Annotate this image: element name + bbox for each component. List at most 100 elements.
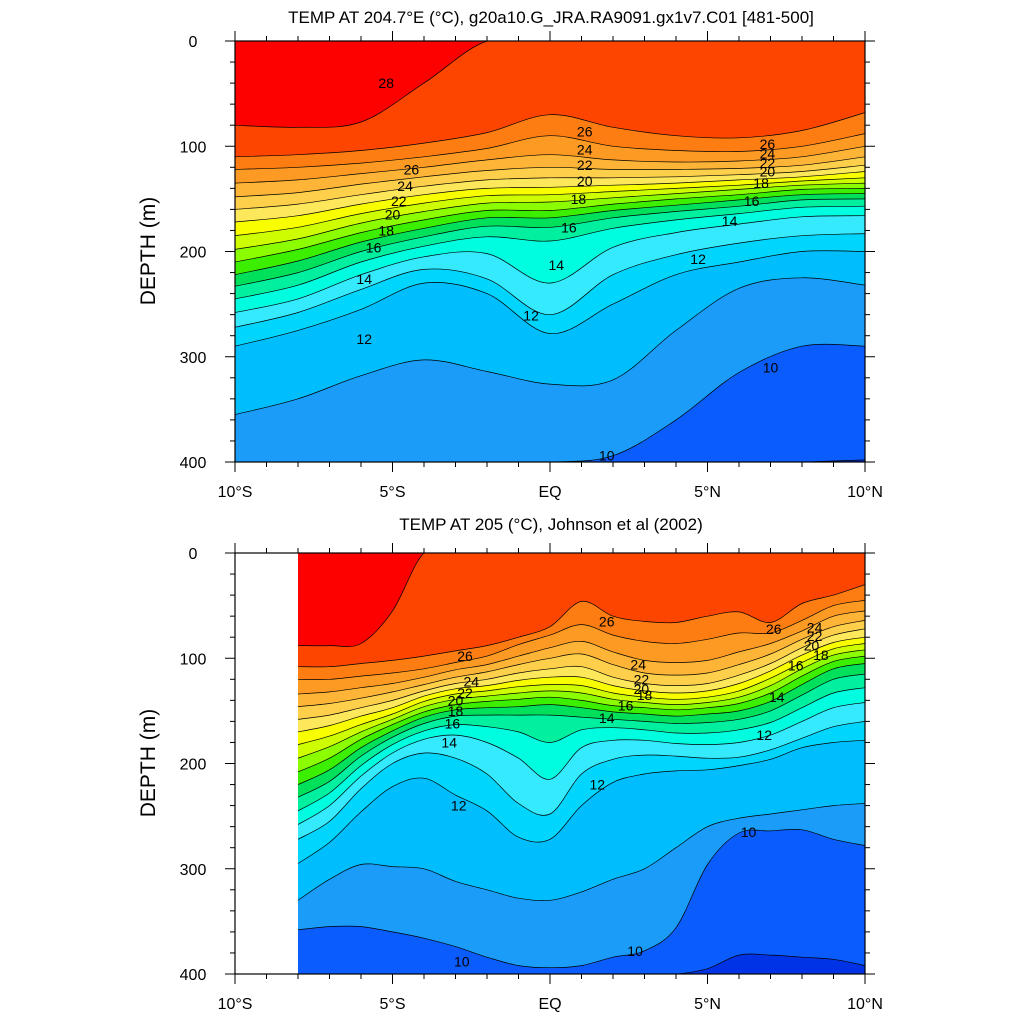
contour-label: 16	[366, 239, 382, 255]
x-tick-label: 10°S	[218, 484, 253, 501]
x-tick-label: EQ	[538, 996, 561, 1013]
isotherm-line	[235, 188, 865, 263]
contour-label: 28	[378, 75, 394, 91]
x-tick-label: EQ	[538, 484, 561, 501]
contour-label: 10	[599, 448, 615, 464]
isotherm-line	[235, 233, 865, 328]
x-tick-label: 5°S	[380, 996, 406, 1013]
contour-label: 26	[404, 161, 420, 177]
axes: 10°S 5°S EQ 5°N 10°N 0 100 200 300 400	[180, 543, 883, 1013]
x-tick-label: 10°S	[218, 996, 253, 1013]
contour-label: 24	[577, 141, 593, 157]
contour-label: 26	[766, 621, 782, 637]
contour-label: 14	[599, 710, 615, 726]
contour-label: 26	[760, 136, 776, 152]
isotherm-line	[297, 828, 865, 969]
contour-label: 12	[523, 308, 539, 324]
contour-label: 18	[813, 647, 829, 663]
contour-label: 16	[445, 716, 461, 732]
isotherm-line	[235, 112, 865, 158]
y-tick-label: 300	[180, 350, 207, 367]
contour-labels: 2826242220181614122624222018161412262422…	[356, 75, 778, 464]
isotherm-line	[297, 673, 865, 798]
isotherm-line	[235, 145, 865, 184]
contour-label: 14	[769, 689, 785, 705]
isotherm-band	[235, 41, 865, 128]
contour-label: 20	[577, 173, 593, 189]
isotherm-line	[297, 663, 865, 785]
contour-label: 10	[627, 943, 643, 959]
contour-label: 18	[448, 703, 464, 719]
isotherm-line	[235, 215, 865, 313]
contour-label: 26	[599, 613, 615, 629]
y-tick-label: 200	[180, 757, 207, 774]
contour-label: 12	[690, 251, 706, 267]
panel-title: TEMP AT 204.7°E (°C), g20a10.G_JRA.RA909…	[288, 8, 814, 27]
isotherm-line	[235, 182, 865, 250]
contour-label: 16	[618, 698, 634, 714]
x-tick-label: 10°N	[847, 484, 883, 501]
isotherm-line	[297, 610, 865, 695]
contour-label: 18	[378, 223, 394, 239]
isotherm-line	[235, 193, 865, 276]
contour-label: 24	[807, 620, 823, 636]
y-tick-label: 200	[180, 245, 207, 262]
x-tick-label: 5°S	[380, 484, 406, 501]
contour-label: 24	[760, 146, 776, 162]
contour-label: 16	[561, 219, 577, 235]
contour-label: 12	[451, 798, 467, 814]
isotherm-line	[297, 649, 865, 759]
isotherm-line	[297, 803, 865, 902]
panel-title: TEMP AT 205 (°C), Johnson et al (2002)	[399, 515, 703, 534]
contour-label: 20	[760, 164, 776, 180]
isotherm-line	[297, 721, 865, 840]
isotherm-line	[298, 953, 865, 974]
isotherm-line	[235, 164, 865, 210]
y-axis-label: DEPTH (m)	[137, 197, 160, 306]
isotherm-line	[235, 205, 865, 300]
contour-label: 26	[577, 124, 593, 140]
y-tick-label: 0	[189, 546, 198, 563]
isotherm-band	[298, 553, 865, 647]
isotherm-line	[235, 133, 865, 170]
isotherm-line	[235, 156, 865, 198]
contour-label: 16	[744, 193, 760, 209]
isotherm-line	[297, 739, 865, 864]
y-tick-label: 100	[180, 139, 207, 156]
contour-label: 20	[448, 692, 464, 708]
contour-label: 20	[385, 207, 401, 223]
axes: 10°S 5°S EQ 5°N 10°N 0 100 200 300 400	[180, 31, 883, 501]
observed-temperature-panel: TEMP AT 205 (°C), Johnson et al (2002) D…	[137, 515, 883, 1013]
contour-label: 18	[753, 175, 769, 191]
isotherm-line	[297, 620, 865, 708]
isotherm-line	[297, 636, 865, 733]
isotherm-line	[235, 177, 865, 237]
y-axis-label: DEPTH (m)	[137, 709, 160, 818]
isotherm-line	[235, 171, 865, 223]
y-tick-label: 100	[180, 651, 207, 668]
contour-label: 20	[804, 638, 820, 654]
contour-label: 22	[807, 628, 823, 644]
contour-label: 18	[571, 191, 587, 207]
isotherm-line	[297, 655, 865, 773]
isotherm-line	[235, 250, 865, 347]
contour-label: 26	[457, 648, 473, 664]
contour-label: 18	[637, 687, 653, 703]
contour-label: 14	[722, 213, 738, 229]
isotherm-line	[297, 553, 865, 647]
isotherm-band	[298, 553, 865, 667]
y-tick-label: 400	[180, 967, 207, 984]
contour-label: 12	[356, 331, 372, 347]
isotherm-line	[235, 198, 865, 287]
contour-label: 22	[634, 671, 650, 687]
contour-label: 22	[391, 193, 407, 209]
isotherm-line	[297, 628, 865, 720]
temperature-fill	[297, 553, 865, 974]
x-tick-label: 5°N	[694, 996, 721, 1013]
isotherm-line	[235, 41, 865, 128]
x-tick-label: 10°N	[847, 996, 883, 1013]
contour-label: 12	[756, 727, 772, 743]
contour-label: 14	[549, 257, 565, 273]
contour-label: 12	[590, 777, 606, 793]
